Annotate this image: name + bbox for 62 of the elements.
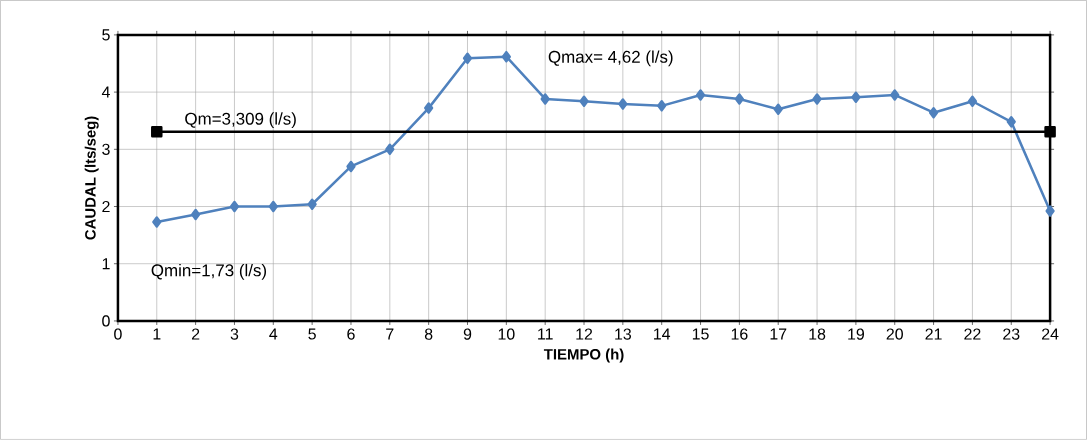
x-tick-label: 19 <box>848 328 864 340</box>
point <box>385 143 395 156</box>
point <box>1006 116 1016 128</box>
y-tick-label: 0 <box>102 315 110 327</box>
point <box>812 93 822 105</box>
x-tick-label: 1 <box>153 328 161 340</box>
y-axis-title: CAUDAL (lts/seg) <box>84 116 99 240</box>
point <box>346 160 356 173</box>
point <box>307 198 317 211</box>
x-tick-label: 10 <box>498 328 515 340</box>
point <box>657 100 667 112</box>
point <box>151 125 163 138</box>
x-tick-label: 13 <box>615 328 632 340</box>
point <box>928 107 939 119</box>
x-tick-label: 3 <box>230 328 239 340</box>
annotation: Qm=3,309 (l/s) <box>185 112 296 129</box>
point <box>851 91 861 104</box>
x-tick-label: 7 <box>386 328 394 340</box>
x-tick-label: 0 <box>114 328 122 340</box>
y-tick-label: 3 <box>102 143 110 156</box>
x-tick-label: 14 <box>654 328 671 340</box>
annotation: Qmin=1,73 (l/s) <box>151 263 267 280</box>
x-tick-label: 21 <box>925 328 942 340</box>
y-tick-label: 1 <box>102 258 110 270</box>
point <box>695 89 706 101</box>
x-tick-label: 8 <box>424 328 433 340</box>
point <box>618 98 628 110</box>
x-tick-label: 22 <box>964 328 981 340</box>
x-tick-label: 5 <box>308 328 316 340</box>
x-tick-label: 4 <box>269 328 278 340</box>
x-tick-label: 24 <box>1042 328 1059 340</box>
point <box>501 50 511 63</box>
x-tick-label: 11 <box>538 328 553 340</box>
x-tick-label: 2 <box>191 328 200 340</box>
x-tick-label: 17 <box>770 328 787 340</box>
annotation: Qmax= 4,62 (l/s) <box>548 50 673 67</box>
point <box>229 200 240 213</box>
x-tick-label: 12 <box>576 328 593 340</box>
y-tick-label: 5 <box>102 29 110 41</box>
point <box>1045 205 1055 217</box>
x-tick-label: 20 <box>886 328 903 340</box>
x-tick-label: 9 <box>463 328 472 340</box>
point <box>1044 125 1056 138</box>
point <box>190 208 201 221</box>
point <box>424 102 434 114</box>
point <box>268 200 278 213</box>
x-tick-label: 18 <box>809 328 826 340</box>
x-tick-label: 16 <box>731 328 748 340</box>
point <box>540 93 550 105</box>
point <box>967 95 978 108</box>
x-tick-label: 23 <box>1003 328 1020 340</box>
point <box>579 95 589 108</box>
y-tick-label: 4 <box>101 86 110 98</box>
point <box>890 89 900 101</box>
point <box>152 216 162 228</box>
point <box>773 103 783 116</box>
y-tick-label: 2 <box>102 201 110 213</box>
point <box>462 52 473 65</box>
x-tick-label: 6 <box>347 328 355 340</box>
point <box>734 93 744 105</box>
x-axis-title: TIEMPO (h) <box>543 348 624 363</box>
x-tick-label: 15 <box>692 328 709 340</box>
